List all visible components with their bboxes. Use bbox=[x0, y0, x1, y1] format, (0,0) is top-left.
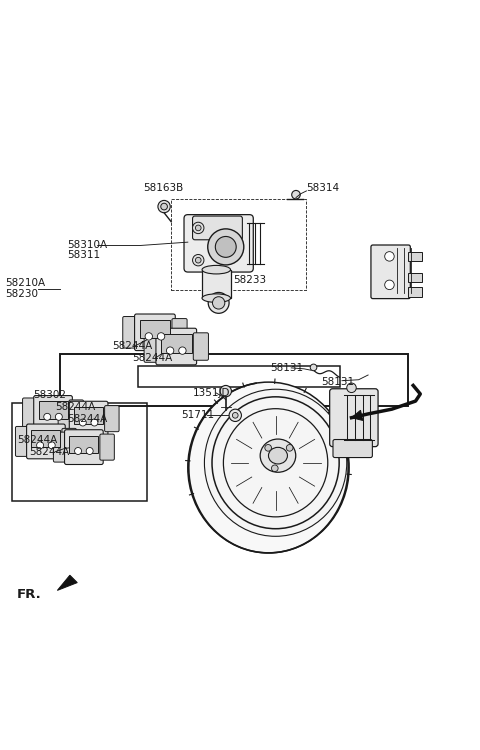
Text: 58233: 58233 bbox=[233, 275, 266, 285]
Text: 58230: 58230 bbox=[5, 289, 38, 298]
FancyBboxPatch shape bbox=[26, 424, 65, 459]
Circle shape bbox=[145, 333, 153, 340]
Text: 58131: 58131 bbox=[270, 363, 303, 373]
FancyBboxPatch shape bbox=[53, 432, 66, 462]
Circle shape bbox=[384, 280, 394, 290]
Circle shape bbox=[192, 254, 204, 266]
FancyBboxPatch shape bbox=[34, 395, 72, 430]
FancyBboxPatch shape bbox=[105, 406, 119, 432]
Circle shape bbox=[161, 203, 168, 210]
FancyBboxPatch shape bbox=[69, 401, 108, 436]
Text: 58244A: 58244A bbox=[132, 353, 172, 363]
FancyBboxPatch shape bbox=[172, 319, 187, 346]
Bar bbox=[408, 252, 422, 261]
Circle shape bbox=[195, 257, 201, 263]
FancyBboxPatch shape bbox=[58, 404, 71, 433]
Text: 1351JD: 1351JD bbox=[192, 388, 230, 398]
Bar bbox=[12, 404, 147, 501]
Circle shape bbox=[195, 225, 201, 231]
Text: 58244A: 58244A bbox=[55, 402, 95, 412]
Circle shape bbox=[292, 190, 300, 199]
Ellipse shape bbox=[204, 389, 347, 536]
Circle shape bbox=[86, 448, 93, 454]
Bar bbox=[408, 273, 422, 283]
Bar bbox=[31, 430, 60, 447]
Text: 58131: 58131 bbox=[322, 376, 355, 387]
Bar bbox=[38, 401, 68, 418]
Text: 58302: 58302 bbox=[34, 390, 67, 400]
Text: 58244A: 58244A bbox=[112, 340, 152, 350]
Bar bbox=[408, 287, 422, 297]
FancyBboxPatch shape bbox=[144, 331, 157, 362]
Circle shape bbox=[216, 236, 236, 257]
Bar bbox=[140, 320, 170, 338]
Circle shape bbox=[272, 465, 278, 472]
FancyBboxPatch shape bbox=[156, 328, 197, 364]
Circle shape bbox=[213, 297, 225, 309]
FancyBboxPatch shape bbox=[15, 427, 28, 457]
FancyBboxPatch shape bbox=[371, 245, 410, 298]
Text: 58314: 58314 bbox=[306, 182, 339, 193]
Ellipse shape bbox=[260, 439, 296, 472]
Text: 58244A: 58244A bbox=[67, 414, 107, 424]
Circle shape bbox=[167, 347, 174, 354]
FancyBboxPatch shape bbox=[333, 440, 372, 458]
Circle shape bbox=[232, 413, 238, 419]
Bar bbox=[202, 270, 230, 298]
Bar bbox=[60, 354, 408, 406]
Text: 58244A: 58244A bbox=[29, 447, 69, 457]
Circle shape bbox=[36, 442, 44, 448]
FancyBboxPatch shape bbox=[134, 314, 175, 350]
FancyBboxPatch shape bbox=[23, 398, 35, 428]
FancyBboxPatch shape bbox=[62, 428, 76, 454]
Text: FR.: FR. bbox=[17, 588, 42, 601]
Bar bbox=[74, 407, 103, 424]
Bar bbox=[69, 436, 98, 453]
Text: 58210A: 58210A bbox=[5, 278, 45, 289]
Polygon shape bbox=[57, 575, 77, 590]
FancyBboxPatch shape bbox=[64, 430, 103, 464]
FancyBboxPatch shape bbox=[123, 316, 136, 348]
FancyBboxPatch shape bbox=[192, 216, 242, 240]
Circle shape bbox=[192, 222, 204, 233]
FancyBboxPatch shape bbox=[330, 388, 378, 447]
Ellipse shape bbox=[202, 266, 230, 274]
FancyBboxPatch shape bbox=[193, 333, 208, 360]
Text: 58244A: 58244A bbox=[17, 436, 57, 445]
Ellipse shape bbox=[202, 294, 230, 302]
Circle shape bbox=[79, 419, 86, 426]
Text: 58311: 58311 bbox=[67, 250, 100, 260]
Polygon shape bbox=[351, 410, 363, 421]
Circle shape bbox=[310, 364, 317, 370]
Circle shape bbox=[265, 445, 272, 452]
Circle shape bbox=[48, 442, 55, 448]
Text: 58163B: 58163B bbox=[143, 182, 183, 193]
Circle shape bbox=[229, 410, 241, 422]
Bar bbox=[138, 365, 340, 387]
Circle shape bbox=[347, 383, 356, 392]
Circle shape bbox=[220, 386, 231, 397]
Ellipse shape bbox=[268, 447, 288, 464]
Circle shape bbox=[44, 413, 51, 420]
Ellipse shape bbox=[188, 382, 349, 553]
FancyBboxPatch shape bbox=[100, 434, 114, 460]
Bar bbox=[161, 334, 192, 352]
Circle shape bbox=[158, 200, 170, 213]
Circle shape bbox=[384, 252, 394, 261]
Circle shape bbox=[208, 229, 244, 265]
Text: 58310A: 58310A bbox=[67, 239, 107, 250]
Circle shape bbox=[74, 448, 82, 454]
Circle shape bbox=[287, 445, 293, 452]
FancyBboxPatch shape bbox=[69, 400, 84, 426]
Circle shape bbox=[55, 413, 62, 420]
Circle shape bbox=[179, 347, 186, 354]
Circle shape bbox=[157, 333, 165, 340]
FancyBboxPatch shape bbox=[184, 214, 253, 272]
Circle shape bbox=[208, 292, 229, 314]
Circle shape bbox=[91, 419, 98, 426]
Text: 51711: 51711 bbox=[180, 410, 214, 420]
